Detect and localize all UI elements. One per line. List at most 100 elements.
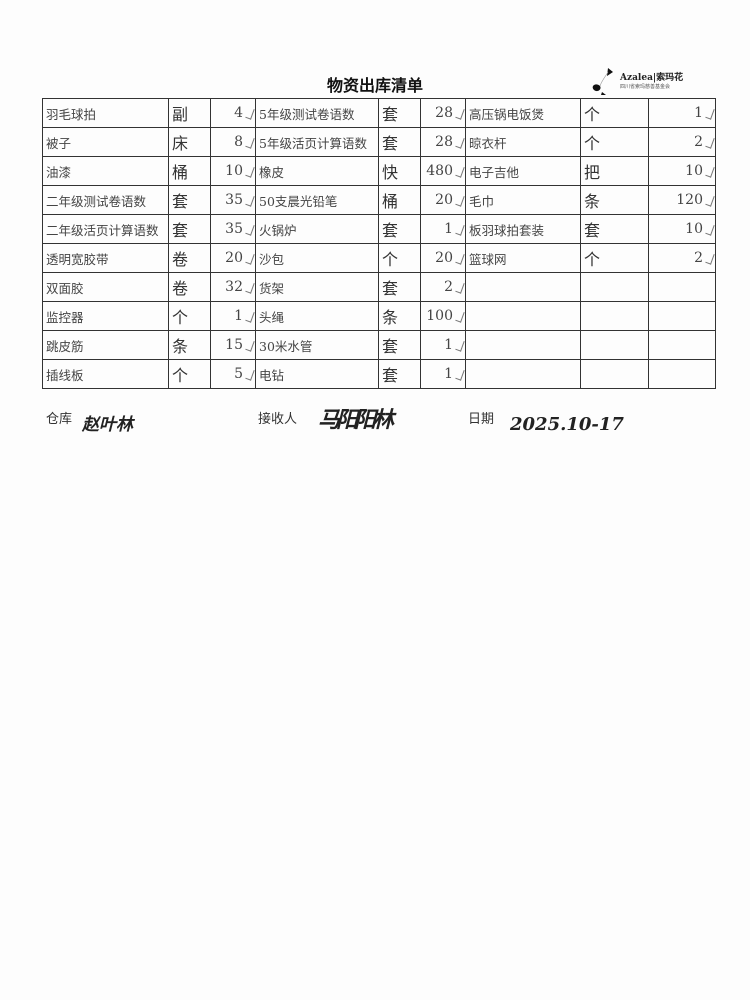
item-unit-cell [580,359,649,389]
item-name-cell: 毛巾 [465,185,581,215]
item-unit-cell: 个 [378,243,421,273]
item-name-cell: 电子吉他 [465,156,581,186]
logo: Azalea|索玛花 四川省索玛慈善基金会 [588,66,718,96]
item-name-cell: 橡皮 [255,156,379,186]
item-qty-cell [648,359,716,389]
item-unit-cell: 快 [378,156,421,186]
item-name-cell: 二年级活页计算语数 [42,214,169,244]
item-name-cell [465,359,581,389]
item-unit-cell: 卷 [168,272,211,302]
item-name-cell: 羽毛球拍 [42,98,169,128]
item-qty-cell: 2 [648,127,716,157]
item-unit-cell: 个 [580,243,649,273]
item-unit-cell: 套 [378,359,421,389]
logo-subtitle: 四川省索玛慈善基金会 [620,84,671,90]
warehouse-label: 仓库 [46,412,73,427]
item-qty-cell [648,272,716,302]
table-row: 被子床 8 5年级活页计算语数套 28 晾衣杆个 2 [42,127,716,157]
item-unit-cell: 个 [168,301,211,331]
table-row: 透明宽胶带卷 20 沙包个 20 篮球网个 2 [42,243,716,273]
item-name-cell: 透明宽胶带 [42,243,169,273]
item-qty-cell: 4 [210,98,256,128]
item-unit-cell: 个 [580,127,649,157]
item-name-cell: 30米水管 [255,330,379,360]
item-unit-cell: 套 [168,214,211,244]
item-name-cell: 晾衣杆 [465,127,581,157]
table-row: 二年级活页计算语数套 35 火锅炉套 1 板羽球拍套装套 10 [42,214,716,244]
warehouse-signature: 赵叶林 [82,415,133,435]
item-name-cell: 高压锅电饭煲 [465,98,581,128]
logo-name: Azalea|索玛花 [620,73,684,83]
item-qty-cell: 1 [420,359,466,389]
item-name-cell [465,301,581,331]
item-unit-cell: 套 [378,127,421,157]
item-unit-cell: 套 [378,272,421,302]
receiver-label: 接收人 [258,412,298,427]
date-label: 日期 [468,412,495,427]
item-unit-cell: 桶 [168,156,211,186]
item-unit-cell: 副 [168,98,211,128]
item-name-cell: 插线板 [42,359,169,389]
table-row: 插线板个 5 电钻套 1 [42,359,716,389]
table-row: 双面胶卷 32 货架套 2 [42,272,716,302]
item-name-cell: 5年级测试卷语数 [255,98,379,128]
item-name-cell [465,272,581,302]
item-unit-cell: 套 [580,214,649,244]
item-unit-cell: 套 [378,214,421,244]
item-qty-cell: 28 [420,127,466,157]
item-qty-cell: 15 [210,330,256,360]
date-value: 2025.10-17 [510,414,624,435]
item-qty-cell: 10 [648,156,716,186]
item-qty-cell: 2 [648,243,716,273]
item-qty-cell: 10 [648,214,716,244]
inventory-table: 羽毛球拍副 4 5年级测试卷语数套 28 高压锅电饭煲个 1 被子床 8 5年级活页计算语数套 2… [42,98,716,389]
item-qty-cell: 2 [420,272,466,302]
item-unit-cell: 套 [378,98,421,128]
item-name-cell: 篮球网 [465,243,581,273]
item-qty-cell: 20 [210,243,256,273]
item-qty-cell: 100 [420,301,466,331]
item-name-cell: 油漆 [42,156,169,186]
item-unit-cell [580,330,649,360]
item-name-cell: 货架 [255,272,379,302]
item-name-cell: 被子 [42,127,169,157]
item-unit-cell: 条 [580,185,649,215]
item-qty-cell: 480 [420,156,466,186]
table-row: 二年级测试卷语数套 35 50支晨光铅笔桶 20 毛巾条 120 [42,185,716,215]
item-qty-cell: 1 [420,214,466,244]
item-unit-cell: 桶 [378,185,421,215]
item-qty-cell: 120 [648,185,716,215]
item-unit-cell: 把 [580,156,649,186]
azalea-flower-icon [592,68,613,95]
item-unit-cell: 套 [378,330,421,360]
item-unit-cell: 套 [168,185,211,215]
item-name-cell: 头绳 [255,301,379,331]
item-qty-cell: 32 [210,272,256,302]
item-qty-cell: 35 [210,185,256,215]
table-row: 油漆桶 10 橡皮快 480 电子吉他把 10 [42,156,716,186]
item-name-cell: 沙包 [255,243,379,273]
table-row: 跳皮筋条 15 30米水管套 1 [42,330,716,360]
item-qty-cell: 20 [420,185,466,215]
item-unit-cell: 个 [580,98,649,128]
item-name-cell: 板羽球拍套装 [465,214,581,244]
table-row: 羽毛球拍副 4 5年级测试卷语数套 28 高压锅电饭煲个 1 [42,98,716,128]
item-unit-cell: 条 [168,330,211,360]
item-name-cell: 跳皮筋 [42,330,169,360]
item-name-cell: 5年级活页计算语数 [255,127,379,157]
item-unit-cell: 个 [168,359,211,389]
item-qty-cell [648,330,716,360]
receiver-signature: 马阳阳林 [318,407,394,433]
page-title: 物资出库清单 [326,76,423,95]
item-name-cell: 50支晨光铅笔 [255,185,379,215]
item-qty-cell: 20 [420,243,466,273]
item-qty-cell: 8 [210,127,256,157]
item-name-cell: 火锅炉 [255,214,379,244]
item-name-cell: 监控器 [42,301,169,331]
item-name-cell: 双面胶 [42,272,169,302]
item-qty-cell: 1 [648,98,716,128]
item-qty-cell: 5 [210,359,256,389]
item-qty-cell: 10 [210,156,256,186]
item-name-cell: 二年级测试卷语数 [42,185,169,215]
